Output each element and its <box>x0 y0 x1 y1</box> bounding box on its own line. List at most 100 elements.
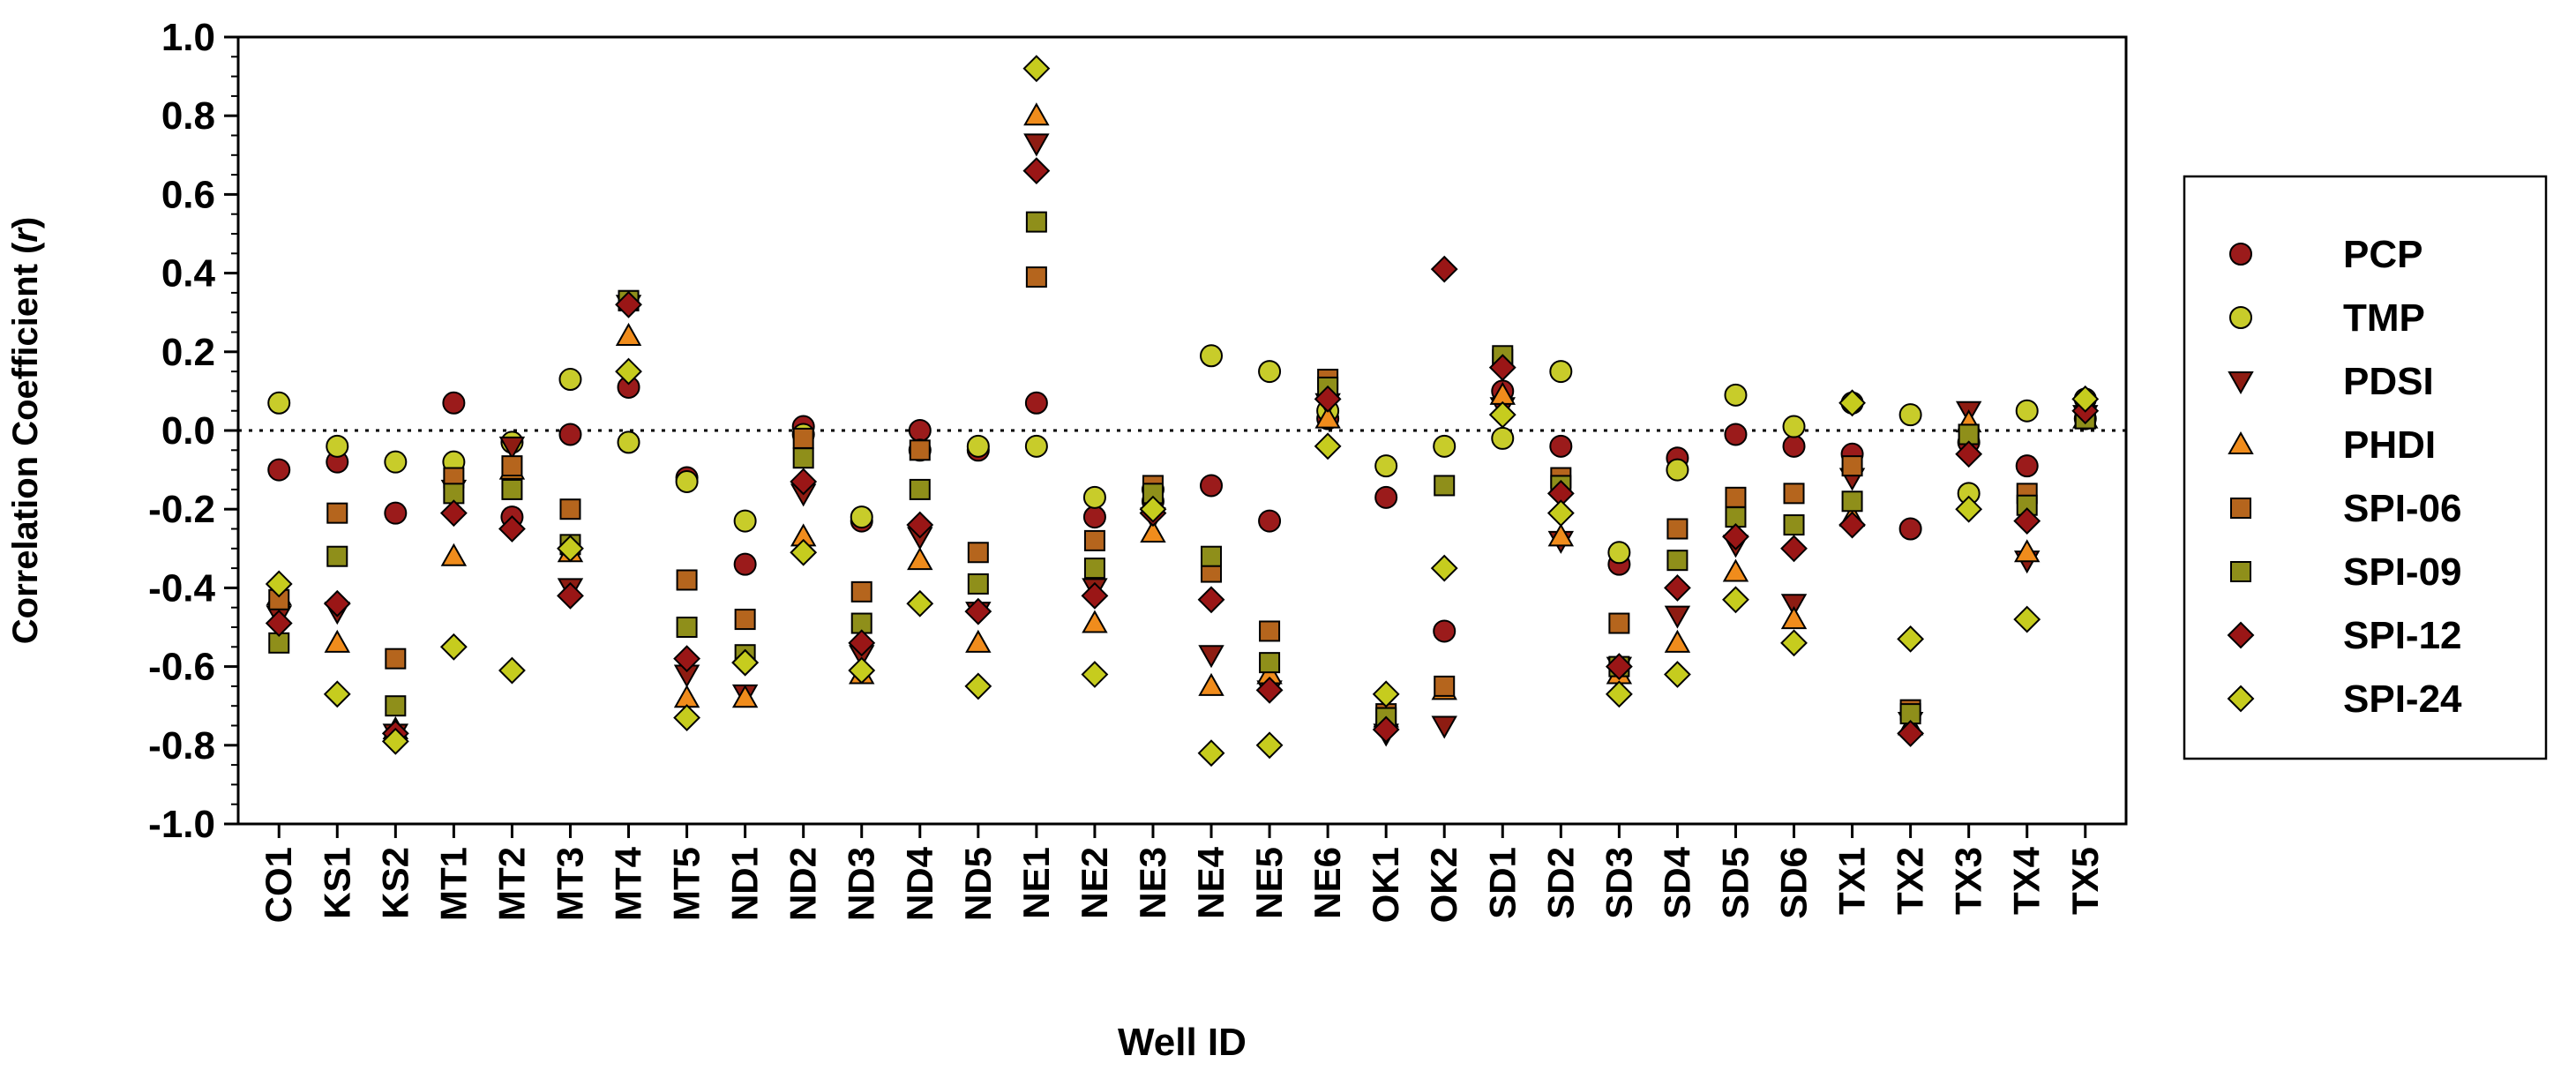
point-spi-06-ok2 <box>1434 675 1456 697</box>
point-phdi-sd2 <box>1547 523 1575 547</box>
x-tick-label: MT3 <box>549 847 590 921</box>
point-tmp-sd4 <box>1666 458 1689 482</box>
y-axis-title: Correlation Coefficient (r) <box>6 217 45 645</box>
point-phdi-tx4 <box>2014 539 2041 563</box>
point-spi-24-ne4 <box>1197 739 1225 767</box>
x-tick-label: NE3 <box>1132 847 1173 919</box>
point-spi-24-sd1 <box>1488 401 1516 429</box>
x-tick-label: ND2 <box>783 847 824 921</box>
series-pdsi <box>266 133 2099 747</box>
point-spi-24-ks1 <box>323 680 351 708</box>
series-spi-09 <box>268 211 2096 729</box>
x-axis-ticks: CO1 KS1 KS2 MT1 MT2 MT3 MT4 MT5 ND1 ND2 ND3 ND4 ND5 N… <box>258 824 2106 923</box>
legend-item-tmp: TMP <box>2229 296 2425 340</box>
legend-marker-pcp <box>2229 243 2252 266</box>
point-spi-12-nd5 <box>964 597 992 625</box>
data-points <box>265 55 2100 767</box>
point-spi-12-ne2 <box>1081 581 1109 610</box>
point-tmp-nd5 <box>966 434 990 458</box>
point-spi-12-tx3 <box>1955 440 1983 468</box>
legend-label-pcp: PCP <box>2343 233 2422 276</box>
point-pdsi-mt2 <box>498 436 526 460</box>
point-spi-12-co1 <box>265 610 293 637</box>
x-tick-label: ND5 <box>957 847 999 921</box>
point-pdsi-ne1 <box>1023 133 1050 157</box>
point-spi-24-nd5 <box>964 672 992 700</box>
x-tick-label: SD2 <box>1539 847 1581 919</box>
point-phdi-ne4 <box>1198 672 1224 696</box>
point-spi-09-tx1 <box>1841 490 1863 513</box>
y-axis-title-main: Correlation Coefficient ( <box>6 242 45 644</box>
point-pdsi-sd6 <box>1780 594 1808 618</box>
legend-label-phdi: PHDI <box>2343 423 2436 467</box>
point-spi-09-nd4 <box>909 478 931 500</box>
point-spi-12-tx2 <box>1897 720 1925 747</box>
point-spi-06-nd1 <box>734 609 756 631</box>
point-spi-09-nd5 <box>967 573 989 595</box>
x-tick-label: MT4 <box>608 846 649 921</box>
point-tmp-mt5 <box>675 469 699 493</box>
legend-marker-tmp <box>2229 306 2252 329</box>
point-tmp-ne4 <box>1200 344 1224 368</box>
point-pcp-ks2 <box>384 501 408 525</box>
point-pcp-ne1 <box>1024 391 1048 415</box>
x-tick-label: NE6 <box>1307 847 1348 919</box>
point-spi-09-ks2 <box>385 695 407 717</box>
legend-marker-spi-09 <box>2230 561 2251 582</box>
point-pcp-nd4 <box>908 419 932 442</box>
point-spi-12-mt1 <box>439 499 468 528</box>
point-spi-06-ne5 <box>1259 620 1281 642</box>
y-axis-ticks: -1.0 -0.8 -0.6 -0.4 -0.2 0.0 0.2 0.4 0.6 0.8 1.0 <box>148 16 238 846</box>
point-pcp-ne4 <box>1200 474 1224 498</box>
y-tick-label: 0.2 <box>161 331 215 374</box>
x-tick-label: TX5 <box>2064 847 2106 915</box>
point-phdi-mt4 <box>615 322 642 346</box>
y-tick-label: -0.2 <box>148 488 215 531</box>
point-spi-24-nd1 <box>731 648 760 677</box>
point-pdsi-ok2 <box>1431 715 1457 739</box>
point-pcp-mt1 <box>442 391 466 415</box>
y-tick-label: 0.6 <box>161 173 215 216</box>
point-spi-12-mt4 <box>615 290 642 318</box>
point-tmp-nd3 <box>850 505 873 529</box>
point-spi-24-tx1 <box>1838 389 1866 417</box>
legend-item-pdsi: PDSI <box>2228 360 2434 403</box>
legend-box <box>2183 175 2548 760</box>
legend-marker-spi-12 <box>2227 621 2255 649</box>
point-spi-06-mt2 <box>501 455 523 477</box>
point-phdi-ks1 <box>324 629 350 653</box>
legend-label-pdsi: PDSI <box>2343 360 2434 403</box>
x-tick-label: TX2 <box>1890 847 1931 915</box>
point-spi-12-sd5 <box>1722 523 1749 550</box>
legend-item-phdi: PHDI <box>2228 423 2436 467</box>
plot-area-frame <box>236 35 2128 826</box>
point-tmp-tx2 <box>1898 403 1922 427</box>
point-spi-06-tx1 <box>1841 455 1863 477</box>
point-tmp-tx4 <box>2015 399 2039 423</box>
point-spi-24-tx2 <box>1897 625 1925 653</box>
legend-item-spi-24: SPI-24 <box>2227 677 2462 721</box>
point-pcp-mt3 <box>558 423 582 446</box>
legend-label-spi-09: SPI-09 <box>2343 550 2462 594</box>
point-spi-24-ok1 <box>1372 680 1400 708</box>
legend-label-spi-24: SPI-24 <box>2343 677 2462 721</box>
point-spi-12-ne6 <box>1314 385 1342 413</box>
point-pcp-tx4 <box>2015 454 2039 478</box>
point-spi-09-sd4 <box>1666 550 1689 572</box>
point-spi-24-mt2 <box>498 656 526 685</box>
point-tmp-sd5 <box>1724 383 1748 407</box>
point-spi-24-sd6 <box>1780 629 1808 657</box>
point-spi-12-mt2 <box>498 515 526 543</box>
x-tick-label: TX4 <box>2006 846 2048 915</box>
legend-label-spi-12: SPI-12 <box>2343 614 2462 657</box>
point-phdi-nd5 <box>965 629 992 653</box>
point-phdi-sd5 <box>1722 558 1749 582</box>
point-tmp-sd6 <box>1782 415 1806 438</box>
point-tmp-sd3 <box>1607 541 1631 565</box>
point-spi-24-nd3 <box>848 656 876 685</box>
series-tmp <box>267 344 2097 565</box>
point-spi-06-nd3 <box>850 580 872 603</box>
x-tick-label: OK2 <box>1423 847 1464 923</box>
x-tick-label: MT5 <box>666 847 708 921</box>
point-pcp-sd5 <box>1724 423 1748 446</box>
